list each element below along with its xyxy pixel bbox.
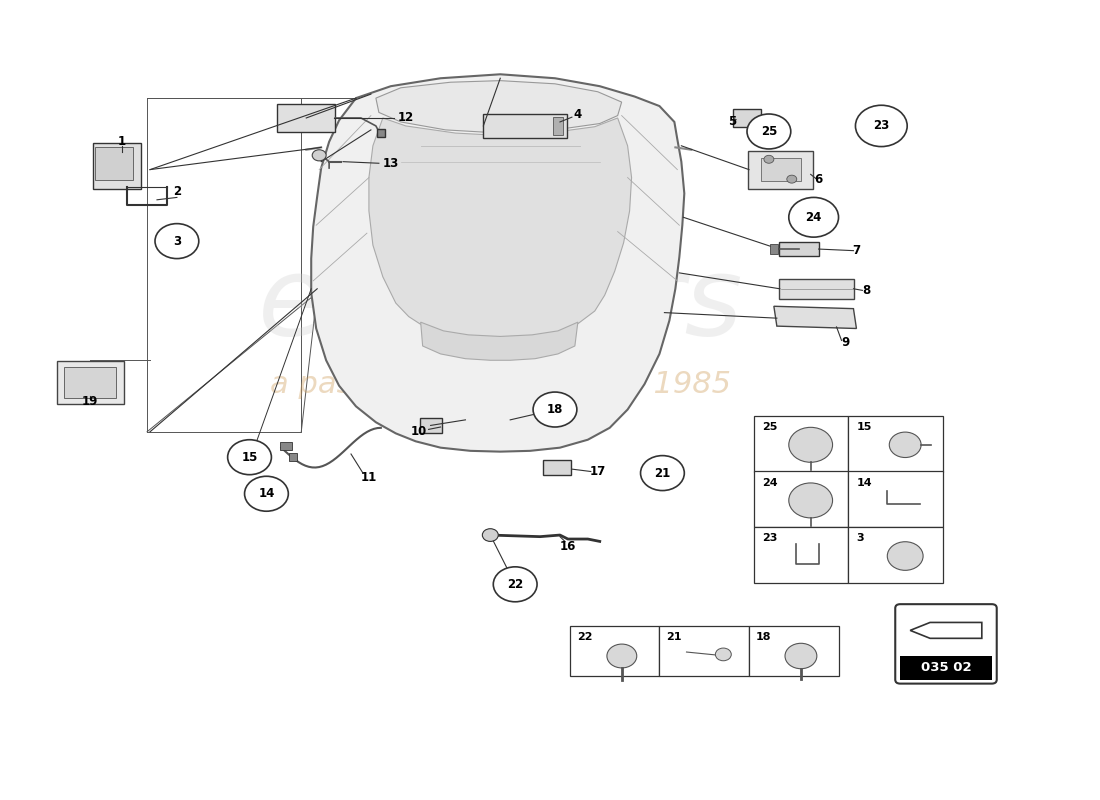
Text: eurocars: eurocars <box>257 251 743 358</box>
Bar <box>749 626 838 676</box>
Text: 3: 3 <box>857 534 865 543</box>
Bar <box>754 471 848 527</box>
Polygon shape <box>910 622 982 638</box>
Circle shape <box>763 155 774 163</box>
Text: 13: 13 <box>383 157 399 170</box>
Bar <box>659 626 749 676</box>
Bar <box>779 242 818 256</box>
Polygon shape <box>368 118 631 340</box>
Bar <box>553 117 563 134</box>
Text: 18: 18 <box>756 632 771 642</box>
Text: 14: 14 <box>258 487 275 500</box>
Bar <box>570 626 659 676</box>
Text: 21: 21 <box>667 632 682 642</box>
Text: a passion for parts since 1985: a passion for parts since 1985 <box>270 370 730 398</box>
Text: 12: 12 <box>397 111 414 125</box>
Bar <box>848 527 943 582</box>
Bar <box>377 129 385 137</box>
Bar <box>543 459 571 475</box>
Circle shape <box>534 392 576 427</box>
Circle shape <box>155 224 199 258</box>
Text: 18: 18 <box>547 403 563 416</box>
Circle shape <box>640 456 684 490</box>
Bar <box>754 527 848 582</box>
Text: 19: 19 <box>82 395 99 408</box>
Text: 16: 16 <box>560 541 576 554</box>
Text: 6: 6 <box>814 173 823 186</box>
Polygon shape <box>311 74 684 452</box>
Polygon shape <box>774 306 857 329</box>
Text: 23: 23 <box>873 119 890 133</box>
Text: 25: 25 <box>761 125 777 138</box>
Text: 1: 1 <box>118 135 127 148</box>
Bar <box>733 110 761 126</box>
Text: 22: 22 <box>507 578 524 591</box>
Polygon shape <box>376 81 622 133</box>
Circle shape <box>244 476 288 511</box>
Bar <box>748 150 813 189</box>
Circle shape <box>789 483 833 518</box>
Circle shape <box>856 106 908 146</box>
Bar <box>56 361 124 404</box>
Bar <box>848 416 943 471</box>
Text: 22: 22 <box>576 632 593 642</box>
Text: 7: 7 <box>852 244 860 257</box>
Bar <box>420 418 441 433</box>
Text: 17: 17 <box>590 465 606 478</box>
Bar <box>277 104 336 132</box>
Bar <box>770 244 778 254</box>
Bar <box>754 416 848 471</box>
Text: 15: 15 <box>857 422 872 432</box>
Circle shape <box>789 198 838 237</box>
Circle shape <box>312 150 326 161</box>
FancyBboxPatch shape <box>895 604 997 684</box>
Text: 4: 4 <box>574 107 582 121</box>
Text: 24: 24 <box>805 210 822 224</box>
Text: 23: 23 <box>762 534 778 543</box>
Circle shape <box>493 567 537 602</box>
Circle shape <box>228 440 272 474</box>
Text: 10: 10 <box>410 426 427 438</box>
Bar <box>289 454 297 461</box>
Circle shape <box>789 427 833 462</box>
Circle shape <box>785 643 817 669</box>
Circle shape <box>607 644 637 668</box>
Circle shape <box>747 114 791 149</box>
Circle shape <box>889 432 921 458</box>
Text: 035 02: 035 02 <box>921 662 971 674</box>
Text: 2: 2 <box>173 186 182 198</box>
Text: 3: 3 <box>173 234 182 248</box>
Bar <box>94 142 141 189</box>
Circle shape <box>888 542 923 570</box>
Text: 25: 25 <box>762 422 778 432</box>
Text: 14: 14 <box>857 478 872 488</box>
Bar <box>280 442 293 450</box>
Text: 24: 24 <box>762 478 778 488</box>
Text: 5: 5 <box>728 115 736 129</box>
Text: 9: 9 <box>842 336 849 350</box>
Bar <box>900 656 992 680</box>
Bar <box>96 146 133 180</box>
Text: 15: 15 <box>241 450 257 464</box>
Bar <box>761 158 801 181</box>
Bar <box>483 114 568 138</box>
Circle shape <box>482 529 498 542</box>
Polygon shape <box>420 322 578 360</box>
Bar <box>848 471 943 527</box>
Bar <box>65 367 117 398</box>
Circle shape <box>715 648 732 661</box>
Text: 11: 11 <box>361 470 377 483</box>
Text: 8: 8 <box>862 284 870 297</box>
Circle shape <box>786 175 796 183</box>
Bar <box>779 279 854 298</box>
Text: 21: 21 <box>654 466 671 479</box>
